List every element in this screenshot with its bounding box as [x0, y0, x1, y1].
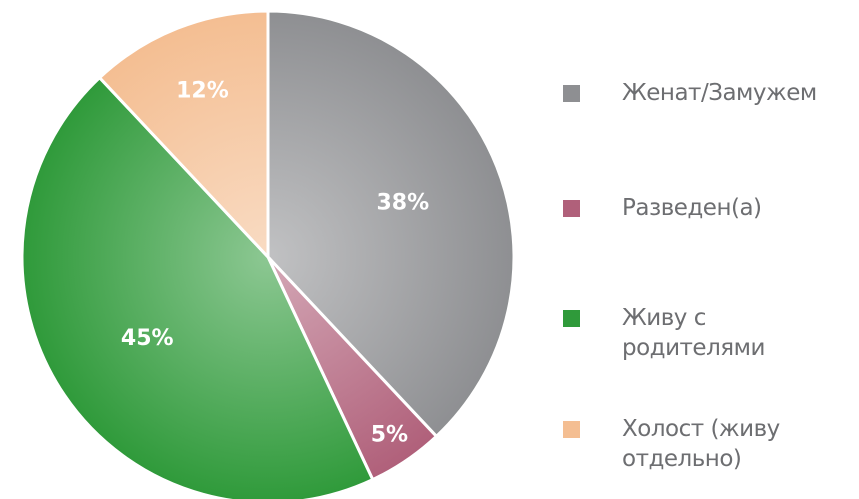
value-label: 12%	[176, 78, 229, 103]
pie-slice	[20, 75, 375, 499]
pie-slice	[97, 9, 270, 261]
legend-swatch	[563, 421, 580, 438]
legend-label: Разведен(а)	[622, 195, 762, 221]
legend-label: Женат/Замужем	[622, 80, 817, 106]
legend-label: Живу с родителями	[622, 305, 765, 361]
value-label: 45%	[121, 326, 174, 351]
legend-label: Холост (живу отдельно)	[622, 416, 780, 472]
value-label: 5%	[371, 423, 408, 448]
legend-swatch	[563, 85, 580, 102]
legend-item: Живу с родителями	[563, 303, 852, 363]
legend-item: Холост (живу отдельно)	[563, 414, 852, 474]
value-label: 38%	[376, 191, 429, 216]
pie-slice	[266, 9, 516, 439]
legend-swatch	[563, 310, 580, 327]
legend-item: Женат/Замужем	[563, 78, 852, 108]
legend-item: Разведен(а)	[563, 193, 852, 223]
legend-swatch	[563, 200, 580, 217]
